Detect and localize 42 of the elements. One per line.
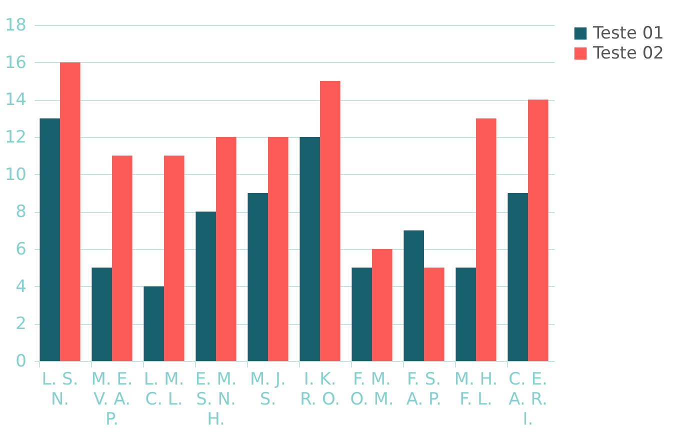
bar — [300, 137, 320, 361]
y-tick-label: 6 — [16, 240, 26, 260]
x-tick-label: I. K. R. O. — [300, 370, 340, 410]
bar — [268, 137, 288, 361]
y-tick-label: 10 — [4, 164, 26, 185]
x-tick-label: M. H. F. L. — [454, 370, 498, 410]
legend-label: Teste 02 — [592, 44, 664, 64]
bar — [248, 193, 268, 361]
bar — [528, 100, 548, 361]
y-tick-label: 16 — [4, 52, 26, 73]
bar — [164, 156, 184, 361]
x-tick-label: F. S. A. P. — [406, 370, 442, 410]
bar — [40, 118, 60, 361]
x-tick-label: F. M. O. M. — [350, 370, 394, 410]
bar — [60, 62, 80, 361]
x-tick-label: L. M. C. L. — [144, 370, 184, 410]
x-tick-label: E. M. S. N. H. — [195, 370, 237, 430]
x-tick-label: M. E. V. A. P. — [91, 370, 133, 430]
bar — [404, 230, 424, 361]
bar — [196, 212, 216, 361]
x-tick-label: L. S. N. — [42, 370, 78, 410]
bar — [320, 81, 340, 361]
bar — [92, 268, 112, 361]
y-tick-label: 4 — [16, 276, 26, 297]
bar — [372, 249, 392, 361]
bar — [144, 286, 164, 361]
bar — [352, 268, 372, 361]
bar — [508, 193, 528, 361]
bar — [476, 118, 496, 361]
bar — [456, 268, 476, 361]
y-tick-label: 2 — [16, 314, 26, 334]
bar — [216, 137, 236, 361]
bar — [112, 156, 132, 361]
y-tick-label: 18 — [4, 16, 26, 36]
legend-label: Teste 01 — [592, 24, 664, 44]
y-tick-label: 8 — [16, 202, 26, 222]
y-tick-label: 12 — [4, 128, 26, 148]
bar — [424, 268, 444, 361]
x-tick-label: C. E. A. R. I. — [508, 370, 548, 430]
y-tick-label: 0 — [16, 352, 26, 372]
y-tick-label: 14 — [4, 90, 26, 110]
x-tick-label: M. J. S. — [250, 370, 286, 410]
